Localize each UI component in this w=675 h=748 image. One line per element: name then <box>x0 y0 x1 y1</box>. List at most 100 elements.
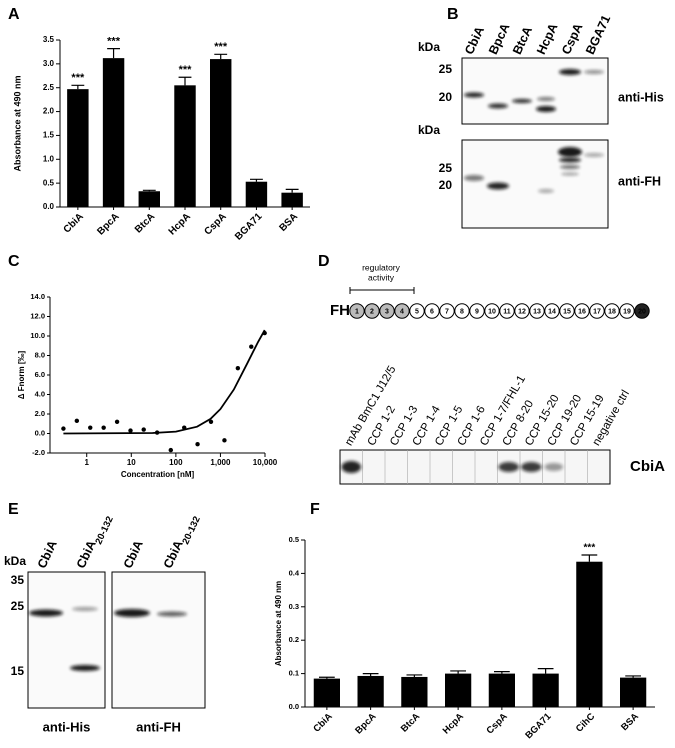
data-point <box>74 418 80 424</box>
bar <box>357 675 384 707</box>
bar <box>620 677 647 707</box>
ccp-number: 16 <box>578 308 586 315</box>
data-point <box>168 447 174 453</box>
ccp-number: 10 <box>488 308 496 315</box>
data-point <box>208 419 214 424</box>
blot-band <box>538 189 554 193</box>
ccp-number: 7 <box>445 308 449 315</box>
blot-frame <box>27 571 106 709</box>
blot-band <box>114 609 150 617</box>
blot-frame <box>461 139 609 229</box>
y-tick-label: 2.5 <box>43 83 55 92</box>
blot-band <box>560 165 580 169</box>
ccp-number: 15 <box>563 308 571 315</box>
blot-band <box>584 70 604 74</box>
ccp-domain <box>409 303 425 319</box>
y-tick-label: 6.0 <box>35 370 45 379</box>
ccp-domain <box>544 303 560 319</box>
ccp-number: 20 <box>638 308 646 315</box>
y-tick-label: 8.0 <box>35 350 45 359</box>
bar <box>67 89 89 207</box>
blot-band <box>536 106 556 112</box>
x-tick-label: 1 <box>84 458 89 467</box>
error-bar <box>581 554 598 562</box>
ccp-domain <box>349 303 365 319</box>
ccp-number: 14 <box>548 308 556 315</box>
ccp-number: 11 <box>503 308 511 315</box>
data-point <box>128 428 133 433</box>
ccp-domain <box>439 303 455 319</box>
data-point <box>154 430 160 435</box>
fit-curve <box>63 329 266 435</box>
error-bar <box>214 53 228 60</box>
blot-band <box>488 103 508 109</box>
bar <box>281 192 303 207</box>
y-tick-label: 3.5 <box>43 35 55 44</box>
ccp-domain <box>529 303 545 319</box>
bar <box>138 191 160 207</box>
data-point <box>195 442 200 447</box>
y-tick-label: 3.0 <box>43 59 55 68</box>
blot-band <box>559 157 581 163</box>
ccp-domain <box>589 303 605 319</box>
ccp-domain <box>379 303 395 319</box>
bar <box>210 59 232 208</box>
value-annotation: *** <box>179 64 193 76</box>
blot-band <box>72 607 98 611</box>
blot-band <box>537 97 555 101</box>
bar <box>245 181 268 207</box>
bar <box>401 676 428 707</box>
protein-name: FH <box>330 302 350 319</box>
y-tick-label: 4.0 <box>35 389 45 398</box>
y-tick-label: 1.5 <box>43 131 55 140</box>
ccp-number: 1 <box>355 308 359 315</box>
bar <box>576 561 603 707</box>
error-bar <box>319 676 335 679</box>
blot-frame <box>461 57 609 125</box>
error-bar <box>71 84 85 90</box>
marker-label: 25 <box>11 599 25 613</box>
blot-band <box>498 462 519 472</box>
blot-band <box>561 172 579 176</box>
ccp-domain <box>514 303 530 319</box>
ccp-domain <box>499 303 515 319</box>
ccp-number: 6 <box>430 308 434 315</box>
blot-band <box>559 69 581 75</box>
y-tick-label: 0.4 <box>289 568 300 577</box>
panel-letter: B <box>447 6 459 23</box>
blot-band <box>464 92 484 98</box>
y-tick-label: 0.0 <box>289 702 299 711</box>
error-bar <box>362 673 379 676</box>
ccp-domain <box>574 303 590 319</box>
error-bar <box>107 47 120 59</box>
ccp-domain <box>469 303 485 319</box>
panel-letter: E <box>8 501 19 518</box>
marker-label: 25 <box>439 62 453 76</box>
bar <box>488 673 515 707</box>
value-annotation: *** <box>584 543 596 554</box>
blot-band <box>70 665 100 671</box>
blot-band <box>29 609 63 617</box>
y-tick-label: 2.0 <box>43 107 55 116</box>
ccp-domain <box>619 303 635 319</box>
bar <box>174 85 196 207</box>
y-tick-label: 0.1 <box>289 669 299 678</box>
error-bar <box>537 667 554 674</box>
ccp-domain <box>394 303 410 319</box>
ccp-number: 9 <box>475 308 479 315</box>
data-point <box>249 344 254 349</box>
marker-label: 15 <box>11 664 25 678</box>
kda-label: kDa <box>418 123 440 137</box>
y-tick-label: 1.0 <box>43 154 55 163</box>
blot-band <box>521 462 542 472</box>
region-bracket <box>349 287 415 294</box>
y-axis-label: Absorbance at 490 nm <box>274 581 283 666</box>
y-tick-label: 0.0 <box>35 428 45 437</box>
error-bar <box>406 674 423 677</box>
data-point <box>88 425 93 430</box>
x-axis-label: Concentration [nM] <box>121 470 195 479</box>
ccp-number: 3 <box>385 308 389 315</box>
y-tick-label: 2.0 <box>35 409 45 418</box>
blot-band <box>584 153 604 157</box>
antibody-label: anti-His <box>43 719 91 734</box>
